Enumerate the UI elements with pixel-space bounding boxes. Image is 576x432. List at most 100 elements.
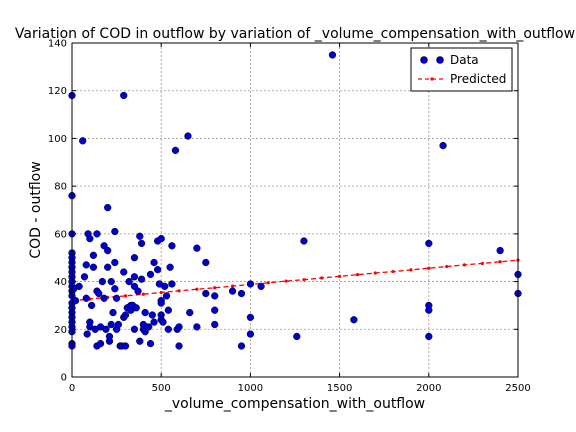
predicted-point	[338, 274, 342, 278]
data-point	[136, 232, 144, 240]
chart-title: Variation of COD in outflow by variation…	[15, 26, 575, 42]
predicted-point	[284, 279, 288, 283]
data-point	[202, 289, 210, 298]
data-point	[425, 306, 433, 314]
data-point	[150, 258, 158, 267]
data-point	[157, 299, 165, 307]
data-point	[71, 297, 80, 305]
predicted-point	[159, 290, 163, 295]
data-point	[93, 230, 101, 238]
data-point	[141, 308, 149, 317]
data-point	[109, 308, 117, 317]
y-tick-label: 120	[48, 86, 67, 97]
predicted-point	[230, 284, 235, 288]
data-point	[100, 294, 108, 302]
data-point	[79, 137, 87, 145]
predicted-point	[409, 268, 413, 272]
data-point	[89, 251, 98, 259]
predicted-point	[123, 294, 128, 298]
predicted-point	[462, 263, 467, 267]
data-point	[82, 294, 90, 302]
x-tick-label: 1000	[238, 383, 263, 394]
predicted-series	[70, 258, 520, 303]
data-point	[184, 132, 192, 140]
legend-data-label: Data	[450, 53, 479, 67]
predicted-point	[320, 276, 324, 280]
data-point	[83, 330, 91, 338]
x-tick-label: 2000	[416, 383, 441, 394]
data-point	[300, 237, 308, 245]
data-point	[164, 325, 172, 333]
data-point	[130, 325, 139, 333]
data-point	[107, 277, 115, 286]
y-tick-label: 60	[54, 229, 67, 240]
data-point	[211, 320, 219, 329]
data-point	[202, 258, 210, 267]
data-point	[120, 91, 128, 100]
data-point	[105, 332, 114, 341]
data-point	[120, 268, 128, 276]
data-point	[95, 289, 103, 298]
data-point	[137, 275, 146, 283]
data-point	[104, 203, 112, 212]
data-point	[111, 258, 119, 267]
y-tick-label: 100	[48, 134, 67, 145]
data-point	[162, 292, 171, 300]
data-point	[193, 323, 201, 331]
grid	[71, 42, 519, 378]
predicted-point	[141, 292, 145, 296]
y-tick-label: 140	[48, 39, 67, 50]
data-point	[146, 339, 155, 348]
predicted-point	[302, 278, 306, 282]
axis-ticks: 0 500 1000 1500 2000 2500 0 20 40 60 80 100 120 140	[48, 39, 531, 395]
data-point	[104, 246, 112, 255]
x-tick-label: 1500	[327, 383, 352, 394]
data-point	[257, 282, 265, 290]
predicted-point	[391, 269, 395, 274]
data-point	[425, 332, 433, 341]
x-tick-label: 500	[152, 383, 171, 394]
predicted-point	[195, 287, 199, 291]
plot-frame	[71, 42, 519, 378]
data-point	[82, 261, 90, 269]
predicted-point	[177, 289, 181, 293]
data-point	[111, 227, 119, 236]
data-point	[112, 294, 121, 302]
legend-data-marker	[436, 56, 444, 64]
data-point	[246, 313, 255, 322]
data-point	[161, 282, 169, 290]
data-point	[237, 289, 246, 298]
x-tick-label: 0	[69, 383, 75, 394]
y-tick-label: 20	[54, 325, 67, 336]
data-point	[134, 287, 142, 295]
data-point	[80, 273, 89, 281]
data-point	[86, 234, 94, 243]
data-point	[175, 323, 183, 331]
data-point	[102, 325, 110, 333]
predicted-line	[71, 259, 519, 302]
legend-box	[410, 47, 513, 92]
y-tick-label: 0	[61, 373, 67, 384]
data-point	[168, 242, 176, 250]
predicted-point	[266, 281, 270, 285]
data-point	[211, 292, 219, 300]
data-point	[130, 254, 139, 262]
data-point	[107, 320, 115, 329]
data-point	[350, 316, 358, 324]
data-point	[328, 51, 337, 59]
data-point	[439, 141, 447, 150]
data-point	[153, 265, 162, 274]
data-point	[193, 244, 201, 252]
data-point	[175, 342, 183, 350]
data-point	[211, 306, 219, 314]
data-point	[425, 239, 433, 248]
y-tick-label: 80	[54, 182, 67, 193]
data-point	[237, 342, 246, 350]
predicted-point	[373, 271, 377, 275]
data-point	[145, 323, 153, 331]
data-point	[159, 318, 167, 326]
data-point	[130, 273, 139, 281]
y-tick-label: 40	[54, 277, 67, 288]
data-point	[228, 287, 237, 295]
